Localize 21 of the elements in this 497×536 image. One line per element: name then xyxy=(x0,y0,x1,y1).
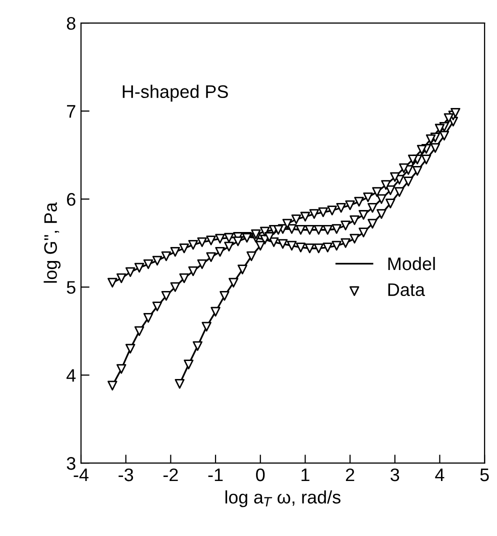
x-tick-label: 5 xyxy=(480,468,489,482)
x-tick-label: -2 xyxy=(163,468,178,482)
y-tick-label: 8 xyxy=(66,16,76,30)
y-axis-title: log G", Pa xyxy=(44,202,61,283)
annotation: H-shaped PS xyxy=(122,84,228,102)
y-tick-label: 5 xyxy=(66,281,76,294)
legend-label: Model xyxy=(388,256,435,270)
x-tick-label: 3 xyxy=(390,468,400,482)
x-tick-label: 0 xyxy=(256,468,265,482)
y-tick-label: 6 xyxy=(67,193,76,206)
legend-label: Data xyxy=(388,283,426,296)
x-tick-label: -4 xyxy=(74,468,89,482)
x-tick-label: -3 xyxy=(118,468,134,482)
x-tick-label: 4 xyxy=(435,468,444,482)
y-tick-label: 4 xyxy=(66,369,76,382)
y-tick-label: 3 xyxy=(66,457,76,470)
x-tick-label: 2 xyxy=(346,468,354,482)
x-axis-title: log a$_{T}$ ω, rad/s xyxy=(226,490,340,508)
x-tick-label: 1 xyxy=(302,468,310,482)
x-tick-label: -1 xyxy=(208,468,223,482)
y-tick-label: 7 xyxy=(67,105,76,118)
